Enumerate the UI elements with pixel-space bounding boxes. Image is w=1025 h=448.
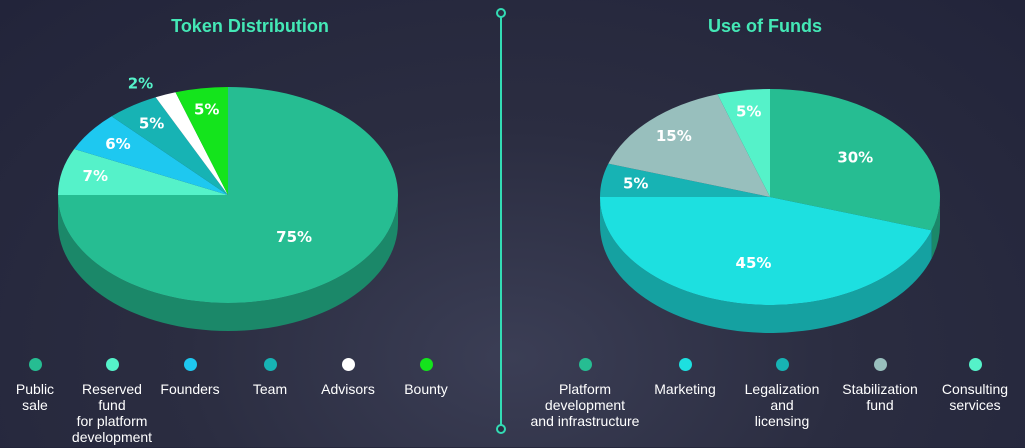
pie-slice-5 [175,87,228,195]
divider-bottom-node [496,424,506,434]
chart-title: Token Distribution [171,16,329,36]
legend-dot [968,358,982,371]
legend-item: Reserved fund for platform development [47,358,177,445]
legend-item: Platform development and infrastructure [520,358,650,429]
pie-label-4: 2% [128,74,153,92]
pie-slice-0 [770,89,940,231]
legend-item: Public sale [0,358,100,413]
use-of-funds-pie: 30% 45% 5% 15% 5% [600,89,940,333]
pie-side-0 [931,197,940,259]
legend-dot [341,358,355,371]
legend-dot [183,358,197,371]
legend-dot [873,358,887,371]
legend-item: Legalization and licensing [717,358,847,429]
chart-title: Use of Funds [707,16,822,36]
token-distribution-pie: 75% 7% 6% 5% 2% 5% [58,74,398,331]
legend-item: Advisors [283,358,413,397]
legend-item: Team [205,358,335,397]
pie-label-5: 5% [194,101,219,119]
pie-label-2: 6% [105,135,130,153]
pie-slice-3 [608,94,770,197]
pie-slice-4 [717,89,770,197]
legend-label: Public sale [15,381,55,413]
pie-label-3: 5% [139,115,164,133]
legend-label: Team [252,381,288,397]
legend-label: Legalization and licensing [744,381,820,429]
pie-label-1: 45% [736,254,772,272]
pie-slice-3 [111,97,228,195]
pie-slice-4 [155,92,228,195]
legend-dot [28,358,42,371]
legend-label: Advisors [321,381,375,397]
pie-label-1: 7% [83,167,108,185]
legend-dot [419,358,433,371]
pie-slice-1 [58,149,228,195]
legend-label: Consulting services [941,381,1009,413]
legend-item: Consulting services [910,358,1025,413]
pie-slice-1 [600,197,932,305]
legend-label: Stabilization fund [842,381,918,413]
legend-label: Platform development and infrastructure [530,381,640,429]
pie-label-2: 5% [623,174,648,192]
pie-label-0: 75% [276,228,312,246]
token-distribution-panel: Token Distribution 75% 7% 6% 5% 2% 5% Public … [0,0,500,447]
legend-dot [105,358,119,371]
use-of-funds-legend: Platform development and infrastructure M… [505,358,1025,448]
pie-side-0 [58,195,398,331]
legend-dot [775,358,789,371]
legend-dot [578,358,592,371]
legend-item: Stabilization fund [815,358,945,413]
legend-label: Marketing [654,381,716,397]
legend-item: Bounty [361,358,491,397]
pie-slice-2 [74,116,228,195]
pie-label-4: 5% [736,103,761,121]
pie-side-1 [600,197,932,333]
legend-label: Bounty [404,381,448,397]
pie-label-0: 30% [837,149,873,167]
legend-label: Reserved fund for platform development [71,381,153,445]
token-distribution-legend: Public sale Reserved fund for platform de… [0,358,500,448]
legend-dot [678,358,692,371]
legend-dot [263,358,277,371]
divider-line [500,12,502,430]
use-of-funds-panel: Use of Funds 30% 45% 5% 15% 5% Platform deve… [505,0,1025,447]
legend-label: Founders [160,381,220,397]
pie-label-3: 15% [656,127,692,145]
pie-slice-2 [600,163,770,197]
legend-item: Marketing [620,358,750,397]
legend-item: Founders [125,358,255,397]
divider-top-node [496,8,506,18]
